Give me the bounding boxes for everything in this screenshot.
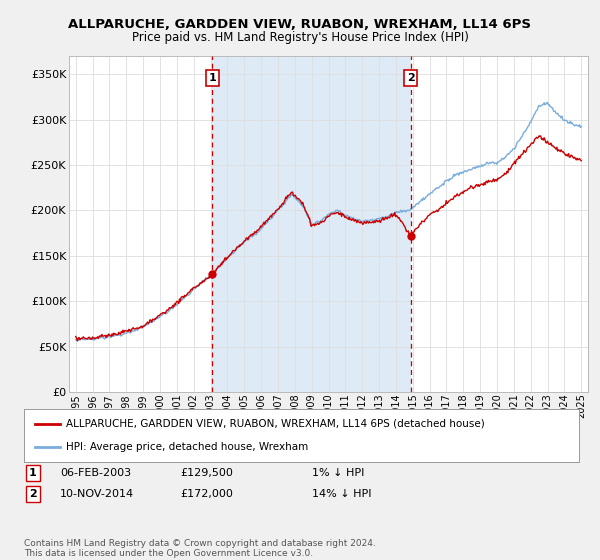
Text: 10-NOV-2014: 10-NOV-2014	[60, 489, 134, 499]
Text: 2: 2	[29, 489, 37, 499]
Text: 1: 1	[29, 468, 37, 478]
Text: £129,500: £129,500	[180, 468, 233, 478]
Text: ALLPARUCHE, GARDDEN VIEW, RUABON, WREXHAM, LL14 6PS: ALLPARUCHE, GARDDEN VIEW, RUABON, WREXHA…	[68, 18, 532, 31]
Text: HPI: Average price, detached house, Wrexham: HPI: Average price, detached house, Wrex…	[65, 442, 308, 452]
Text: 1: 1	[208, 73, 216, 83]
Text: 1% ↓ HPI: 1% ↓ HPI	[312, 468, 364, 478]
Text: 14% ↓ HPI: 14% ↓ HPI	[312, 489, 371, 499]
Text: £172,000: £172,000	[180, 489, 233, 499]
Text: Price paid vs. HM Land Registry's House Price Index (HPI): Price paid vs. HM Land Registry's House …	[131, 31, 469, 44]
Text: 06-FEB-2003: 06-FEB-2003	[60, 468, 131, 478]
Text: Contains HM Land Registry data © Crown copyright and database right 2024.
This d: Contains HM Land Registry data © Crown c…	[24, 539, 376, 558]
Text: ALLPARUCHE, GARDDEN VIEW, RUABON, WREXHAM, LL14 6PS (detached house): ALLPARUCHE, GARDDEN VIEW, RUABON, WREXHA…	[65, 419, 484, 429]
Text: 2: 2	[407, 73, 415, 83]
